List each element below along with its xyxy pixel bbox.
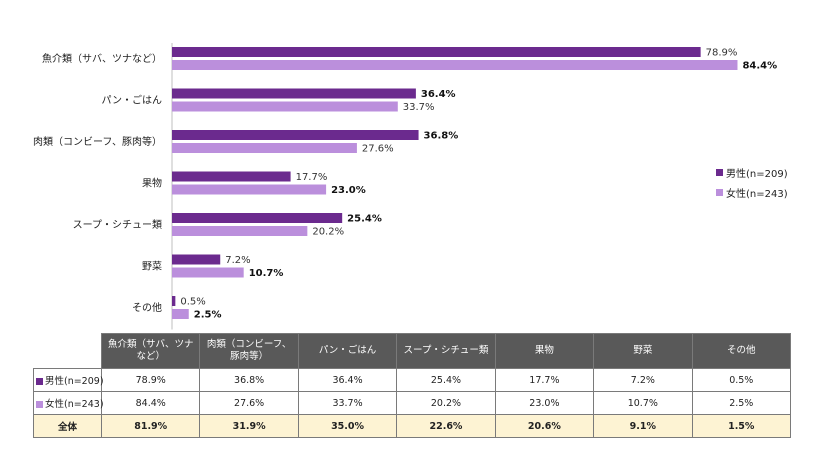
value-label: 10.7% bbox=[249, 268, 284, 279]
table-header-cell: スープ・シチュー類 bbox=[396, 333, 496, 369]
value-label: 27.6% bbox=[362, 144, 394, 155]
table-cell: 7.2% bbox=[593, 368, 693, 392]
table-cell: 31.9% bbox=[199, 414, 299, 438]
table-row-male: 男性(n=209) 78.9% 36.8% 36.4% 25.4% 17.7% … bbox=[33, 368, 792, 392]
bar-male bbox=[172, 47, 701, 57]
value-label: 33.7% bbox=[403, 102, 435, 113]
table-header-row: 魚介類（サバ、ツナなど） 肉類（コンビーフ、豚肉等） パン・ごはん スープ・シチ… bbox=[33, 333, 792, 369]
table-header-cell: 果物 bbox=[494, 333, 595, 369]
legend-item-female: 女性(n=243) bbox=[716, 185, 788, 200]
data-table: 魚介類（サバ、ツナなど） 肉類（コンビーフ、豚肉等） パン・ごはん スープ・シチ… bbox=[33, 333, 792, 438]
bar-female bbox=[172, 60, 738, 70]
table-cell: 0.5% bbox=[691, 368, 792, 392]
table-cell: 33.7% bbox=[297, 391, 398, 415]
bar-female bbox=[172, 309, 189, 319]
table-cell: 35.0% bbox=[297, 414, 398, 438]
bar-male bbox=[172, 130, 419, 140]
table-cell: 20.2% bbox=[396, 391, 496, 415]
legend-label-male: 男性(n=209) bbox=[726, 168, 788, 180]
table-row-header: 全体 bbox=[33, 414, 102, 438]
value-label: 2.5% bbox=[194, 310, 222, 321]
value-label: 23.0% bbox=[331, 185, 366, 196]
category-label: 果物 bbox=[142, 177, 162, 190]
bar-female bbox=[172, 184, 327, 195]
legend: 男性(n=209) 女性(n=243) bbox=[716, 165, 788, 205]
table-cell: 22.6% bbox=[396, 414, 496, 438]
bar-female bbox=[172, 226, 308, 236]
bar-chart: 魚介類（サバ、ツナなど） 78.9% 84.4% パン・ごはん 36.4% 33.7% 肉類… bbox=[33, 43, 777, 330]
value-label: 7.2% bbox=[225, 255, 250, 266]
row-label-male: 男性(n=209) bbox=[45, 376, 104, 387]
category-label: パン・ごはん bbox=[102, 94, 163, 107]
table-row-female: 女性(n=243) 84.4% 27.6% 33.7% 20.2% 23.0% … bbox=[33, 391, 792, 415]
bar-male bbox=[172, 254, 221, 265]
category-label: その他 bbox=[132, 301, 162, 314]
table-header-cell: 肉類（コンビーフ、豚肉等） bbox=[199, 333, 299, 369]
table-cell: 36.8% bbox=[199, 368, 299, 392]
row-swatch-male bbox=[36, 378, 43, 385]
table-header-cell: 野菜 bbox=[593, 333, 693, 369]
table-header-cell: 魚介類（サバ、ツナなど） bbox=[100, 333, 201, 369]
table-cell: 10.7% bbox=[593, 391, 693, 415]
table-row-header: 男性(n=209) bbox=[33, 368, 104, 392]
table-row-header: 女性(n=243) bbox=[33, 391, 104, 415]
table-header-cell: パン・ごはん bbox=[297, 333, 398, 369]
table-cell: 17.7% bbox=[494, 368, 595, 392]
value-label: 84.4% bbox=[742, 61, 777, 72]
table-row-total: 全体 81.9% 31.9% 35.0% 22.6% 20.6% 9.1% 1.… bbox=[33, 414, 792, 438]
table-corner-cell bbox=[33, 333, 102, 369]
category-label: スープ・シチュー類 bbox=[73, 219, 162, 231]
legend-swatch-female bbox=[716, 188, 723, 196]
bar-male bbox=[172, 88, 416, 99]
value-label: 0.5% bbox=[180, 297, 205, 308]
bar-female bbox=[172, 101, 398, 112]
table-cell: 2.5% bbox=[691, 391, 792, 415]
row-swatch-female bbox=[36, 401, 43, 408]
value-label: 17.7% bbox=[296, 172, 328, 183]
table-cell: 9.1% bbox=[593, 414, 693, 438]
value-label: 36.8% bbox=[424, 131, 459, 142]
value-label: 36.4% bbox=[421, 89, 456, 100]
table-header-cell: その他 bbox=[691, 333, 792, 369]
value-label: 20.2% bbox=[312, 227, 344, 238]
bar-female bbox=[172, 267, 244, 278]
category-label: 魚介類（サバ、ツナなど） bbox=[42, 52, 162, 65]
value-label: 25.4% bbox=[347, 214, 382, 225]
legend-label-female: 女性(n=243) bbox=[726, 188, 788, 200]
table-cell: 27.6% bbox=[199, 391, 299, 415]
bar-male bbox=[172, 213, 343, 223]
table-cell: 84.4% bbox=[100, 391, 201, 415]
table-cell: 20.6% bbox=[494, 414, 595, 438]
table-cell: 25.4% bbox=[396, 368, 496, 392]
legend-item-male: 男性(n=209) bbox=[716, 165, 788, 180]
value-label: 78.9% bbox=[706, 48, 738, 59]
table-cell: 78.9% bbox=[100, 368, 201, 392]
bar-male bbox=[172, 296, 176, 306]
category-label: 野菜 bbox=[142, 261, 162, 273]
table-cell: 1.5% bbox=[691, 414, 792, 438]
row-label-female: 女性(n=243) bbox=[45, 399, 104, 410]
legend-swatch-male bbox=[716, 168, 723, 176]
table-cell: 23.0% bbox=[494, 391, 595, 415]
table-cell: 81.9% bbox=[100, 414, 201, 438]
bar-male bbox=[172, 171, 291, 182]
bar-female bbox=[172, 143, 357, 153]
table-cell: 36.4% bbox=[297, 368, 398, 392]
category-label: 肉類（コンビーフ、豚肉等） bbox=[33, 135, 162, 148]
